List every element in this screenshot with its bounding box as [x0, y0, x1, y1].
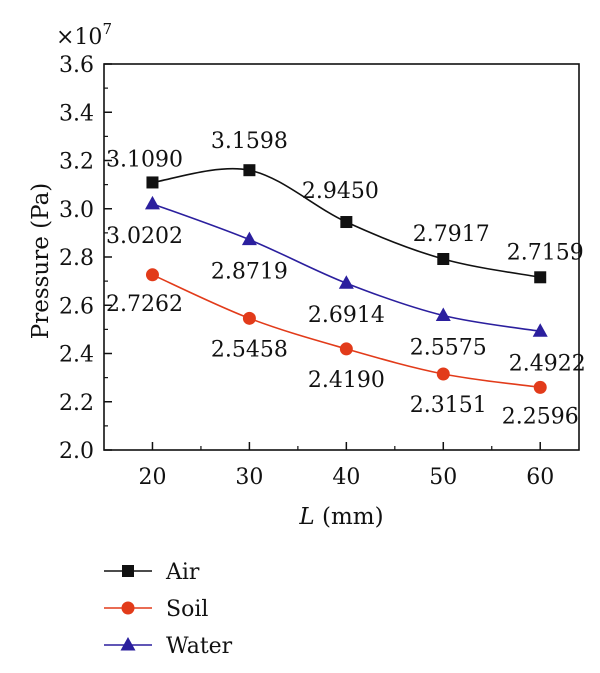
water-data-label: 2.4922: [509, 351, 586, 376]
y-tick-label: 2.8: [59, 246, 94, 271]
water-marker: [144, 195, 160, 210]
soil-marker: [145, 268, 159, 282]
soil-data-label: 2.5458: [211, 337, 288, 362]
y-tick-label: 3.6: [59, 53, 94, 78]
water-data-label: 2.6914: [308, 303, 385, 328]
x-axis-ticks: 20 30 40 50 60: [138, 442, 554, 490]
soil-legend-marker: [121, 601, 135, 615]
y-axis-multiplier: ×107: [56, 20, 112, 50]
x-tick-label: 30: [235, 465, 263, 490]
series-markers: [144, 164, 548, 394]
water-marker: [435, 307, 451, 322]
x-tick-label: 60: [526, 465, 554, 490]
soil-data-label: 2.7262: [106, 292, 183, 317]
soil-legend-label: Soil: [166, 597, 208, 622]
air-data-label: 2.9450: [302, 179, 379, 204]
air-data-label: 2.7159: [507, 240, 584, 265]
data-labels: 3.1090 3.1598 2.9450 2.7917 2.7159 2.7262 2.54…: [106, 129, 586, 429]
water-data-label: 2.8719: [211, 260, 288, 285]
water-marker: [532, 323, 548, 337]
air-marker: [243, 164, 256, 177]
y-tick-label: 2.4: [59, 343, 94, 368]
y-tick-label: 3.4: [59, 101, 94, 126]
legend: Air Soil Water: [104, 560, 233, 659]
air-legend-marker: [122, 565, 134, 577]
water-legend-label: Water: [166, 634, 233, 659]
water-data-label: 2.5575: [410, 336, 487, 361]
soil-marker: [533, 380, 547, 394]
air-data-label: 3.1090: [106, 147, 183, 172]
water-data-label: 3.0202: [106, 224, 183, 249]
soil-marker: [242, 311, 256, 325]
y-axis-ticks: 2.0 2.2 2.4 2.6 2.8 3.0 3.2 3.4 3.6: [59, 53, 112, 464]
air-marker: [146, 176, 159, 189]
soil-data-label: 2.3151: [410, 393, 487, 418]
soil-data-label: 2.4190: [308, 368, 385, 393]
y-tick-label: 2.6: [59, 294, 94, 319]
water-legend-marker: [120, 637, 136, 651]
water-marker: [241, 231, 257, 246]
soil-marker: [339, 342, 353, 356]
y-tick-label: 3.2: [59, 150, 94, 175]
soil-data-label: 2.2596: [502, 404, 579, 429]
y-axis-title: Pressure (Pa): [28, 183, 54, 340]
x-tick-label: 50: [429, 465, 457, 490]
air-data-label: 3.1598: [211, 129, 288, 154]
air-legend-label: Air: [165, 560, 200, 585]
y-tick-label: 2.0: [59, 439, 94, 464]
air-marker: [534, 271, 547, 284]
x-tick-label: 40: [332, 465, 360, 490]
air-marker: [340, 216, 353, 229]
x-tick-label: 20: [138, 465, 166, 490]
air-marker: [437, 253, 450, 266]
air-data-label: 2.7917: [413, 222, 490, 247]
soil-marker: [436, 367, 450, 381]
water-marker: [338, 275, 354, 289]
x-axis-title: L (mm): [298, 504, 383, 530]
y-tick-label: 2.2: [59, 391, 94, 416]
y-tick-label: 3.0: [59, 198, 94, 223]
